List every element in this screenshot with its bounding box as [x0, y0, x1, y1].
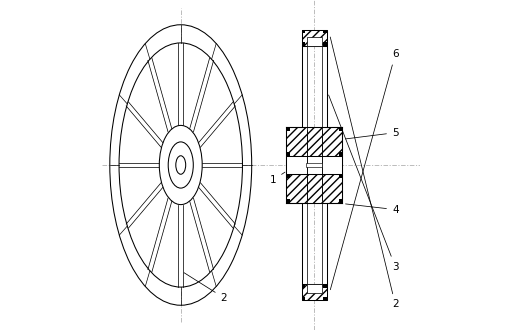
Text: 3: 3 — [328, 95, 398, 272]
Text: 2: 2 — [184, 273, 227, 303]
Ellipse shape — [176, 156, 185, 174]
Text: 1: 1 — [269, 172, 285, 185]
Bar — [286, 174, 290, 178]
Text: 2: 2 — [330, 37, 398, 309]
Bar — [323, 30, 326, 33]
Bar — [338, 199, 342, 203]
Text: 4: 4 — [345, 204, 398, 214]
Bar — [323, 284, 326, 288]
Bar — [286, 127, 290, 131]
Bar — [286, 174, 342, 203]
Bar — [301, 30, 326, 46]
Bar — [306, 37, 321, 46]
Bar — [323, 42, 326, 46]
Bar — [323, 297, 326, 300]
Ellipse shape — [168, 142, 193, 188]
Bar — [338, 127, 342, 131]
Bar — [301, 284, 305, 288]
Ellipse shape — [119, 43, 242, 287]
Bar — [286, 127, 342, 156]
Bar — [338, 152, 342, 156]
Bar — [301, 30, 305, 33]
Bar — [301, 284, 326, 300]
Text: 5: 5 — [345, 128, 398, 139]
Bar — [286, 174, 342, 203]
Bar — [286, 156, 342, 174]
Bar — [301, 297, 305, 300]
Bar — [286, 199, 290, 203]
Bar — [306, 284, 321, 293]
Bar — [301, 284, 326, 300]
Bar — [301, 30, 326, 46]
Bar — [286, 152, 290, 156]
Bar — [338, 174, 342, 178]
Bar — [306, 163, 322, 167]
Ellipse shape — [159, 125, 202, 205]
Text: 6: 6 — [330, 50, 398, 290]
Bar — [301, 42, 305, 46]
Bar — [286, 127, 342, 156]
